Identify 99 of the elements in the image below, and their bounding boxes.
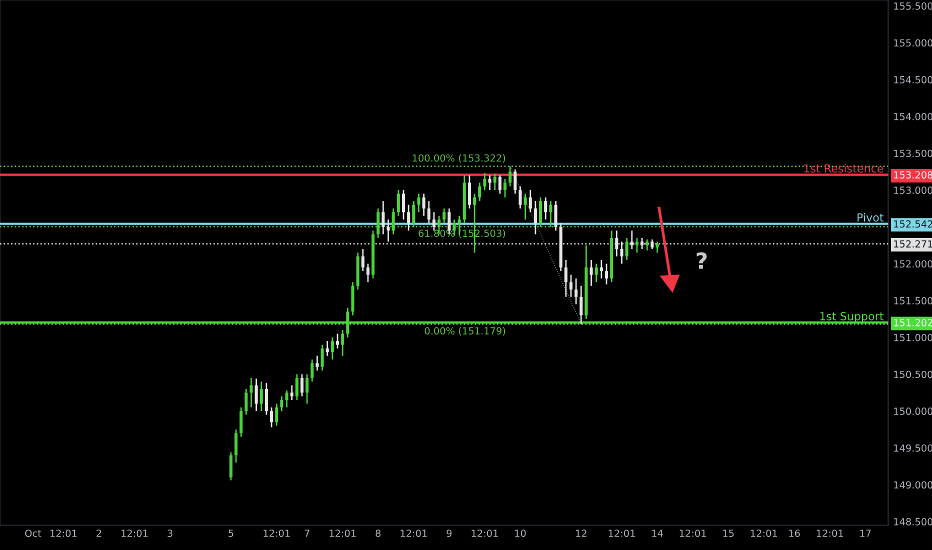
annotation: 100.00% (153.322) bbox=[412, 154, 506, 163]
candlestick bbox=[244, 388, 248, 416]
candlestick bbox=[544, 196, 548, 220]
x-tick-label: 12:01 bbox=[400, 530, 427, 537]
x-tick-label: 12:01 bbox=[608, 530, 635, 537]
x-tick-label: 3 bbox=[168, 530, 172, 537]
candlestick bbox=[554, 200, 558, 232]
candlestick bbox=[514, 168, 517, 194]
candlestick bbox=[594, 263, 598, 283]
candlestick bbox=[402, 189, 406, 220]
ref-line-label: 1st Support bbox=[820, 312, 884, 323]
candlestick bbox=[316, 355, 319, 372]
candlestick bbox=[528, 189, 532, 213]
candlestick bbox=[580, 285, 583, 325]
candlestick bbox=[488, 174, 492, 191]
candlestick bbox=[518, 186, 522, 210]
candlestick bbox=[260, 380, 263, 412]
candlestick bbox=[646, 238, 649, 252]
candlestick bbox=[483, 172, 486, 191]
y-tick-label: 151.202 bbox=[894, 318, 932, 326]
candlestick bbox=[422, 193, 426, 217]
candlestick bbox=[300, 374, 304, 398]
candlestick bbox=[290, 384, 294, 401]
candlestick bbox=[310, 358, 314, 382]
candlestick bbox=[229, 452, 232, 482]
candlestick bbox=[427, 200, 430, 224]
x-tick-label: 2 bbox=[96, 530, 102, 537]
x-tick-label: 16 bbox=[789, 530, 800, 537]
candlestick bbox=[569, 274, 573, 298]
x-tick-label: 12:01 bbox=[472, 530, 498, 537]
x-tick-label: Oct bbox=[25, 530, 42, 537]
candlestick bbox=[320, 344, 324, 372]
candlestick bbox=[432, 211, 436, 232]
x-tick-label: 12:01 bbox=[264, 530, 290, 537]
ref-line-label: Pivot bbox=[858, 213, 884, 222]
candlestick bbox=[539, 196, 542, 228]
candlestick bbox=[407, 204, 410, 232]
annotation: ? bbox=[696, 252, 707, 269]
candlestick bbox=[280, 396, 284, 412]
candlestick bbox=[254, 378, 258, 412]
candlestick bbox=[285, 390, 288, 408]
candlestick bbox=[330, 336, 334, 360]
candlestick bbox=[250, 377, 253, 408]
candlestick bbox=[361, 248, 364, 272]
candlestick bbox=[264, 382, 268, 416]
candlestick bbox=[498, 174, 502, 194]
candlestick bbox=[234, 428, 238, 464]
candlestick bbox=[336, 333, 340, 350]
candlestick bbox=[508, 166, 512, 188]
x-tick-label: 12:01 bbox=[50, 530, 77, 537]
candlestick bbox=[549, 200, 552, 228]
x-tick-label: 12:01 bbox=[680, 530, 706, 537]
x-tick-label: 12:01 bbox=[816, 530, 843, 537]
y-tick-label: 152.271 bbox=[894, 240, 932, 248]
candlestick bbox=[295, 374, 298, 401]
x-tick-label: 9 bbox=[446, 530, 452, 537]
x-tick-label: 12 bbox=[576, 530, 586, 537]
candlestick bbox=[604, 263, 608, 286]
candlestick bbox=[468, 174, 471, 210]
candlestick bbox=[625, 237, 628, 261]
candlestick bbox=[376, 208, 380, 239]
candlestick bbox=[412, 200, 416, 228]
candlestick bbox=[442, 208, 446, 224]
candlestick bbox=[366, 263, 370, 283]
candlestick bbox=[392, 208, 395, 235]
candlestick bbox=[306, 374, 309, 404]
x-tick-label: 15 bbox=[723, 530, 734, 537]
x-tick-label: 14 bbox=[652, 530, 663, 537]
candlestick bbox=[275, 403, 278, 426]
candlestick bbox=[396, 189, 400, 217]
candlestick bbox=[635, 237, 638, 254]
candlestick bbox=[600, 259, 603, 280]
ref-line-label: 1st Resistence bbox=[804, 164, 884, 173]
candlestick bbox=[240, 406, 243, 438]
candlestick bbox=[564, 259, 568, 298]
candlestick bbox=[493, 173, 496, 191]
candlestick bbox=[574, 278, 578, 305]
candlestick bbox=[503, 178, 507, 198]
candlestick bbox=[341, 329, 344, 357]
x-tick-label: 17 bbox=[860, 530, 871, 537]
y-tick-label: 152.542 bbox=[894, 220, 932, 228]
candlestick bbox=[590, 259, 593, 287]
candlestick bbox=[656, 240, 659, 254]
x-tick-label: 7 bbox=[304, 530, 310, 537]
x-tick-label: 8 bbox=[376, 530, 381, 537]
annotation: 0.00% (151.179) bbox=[424, 327, 506, 336]
candlestick bbox=[417, 193, 420, 213]
x-tick-label: 10 bbox=[515, 530, 526, 537]
x-tick-label: 12:01 bbox=[330, 530, 356, 537]
candlestick bbox=[524, 193, 527, 220]
x-tick-label: 12:01 bbox=[750, 530, 777, 537]
candlestick bbox=[478, 182, 482, 202]
x-tick-label: 12:01 bbox=[122, 530, 148, 537]
x-tick-label: 5 bbox=[228, 530, 234, 537]
candlestick bbox=[458, 215, 461, 235]
candlestick bbox=[382, 200, 385, 235]
candlestick bbox=[534, 200, 537, 235]
candlestick bbox=[270, 406, 274, 428]
candlestick bbox=[326, 340, 329, 357]
